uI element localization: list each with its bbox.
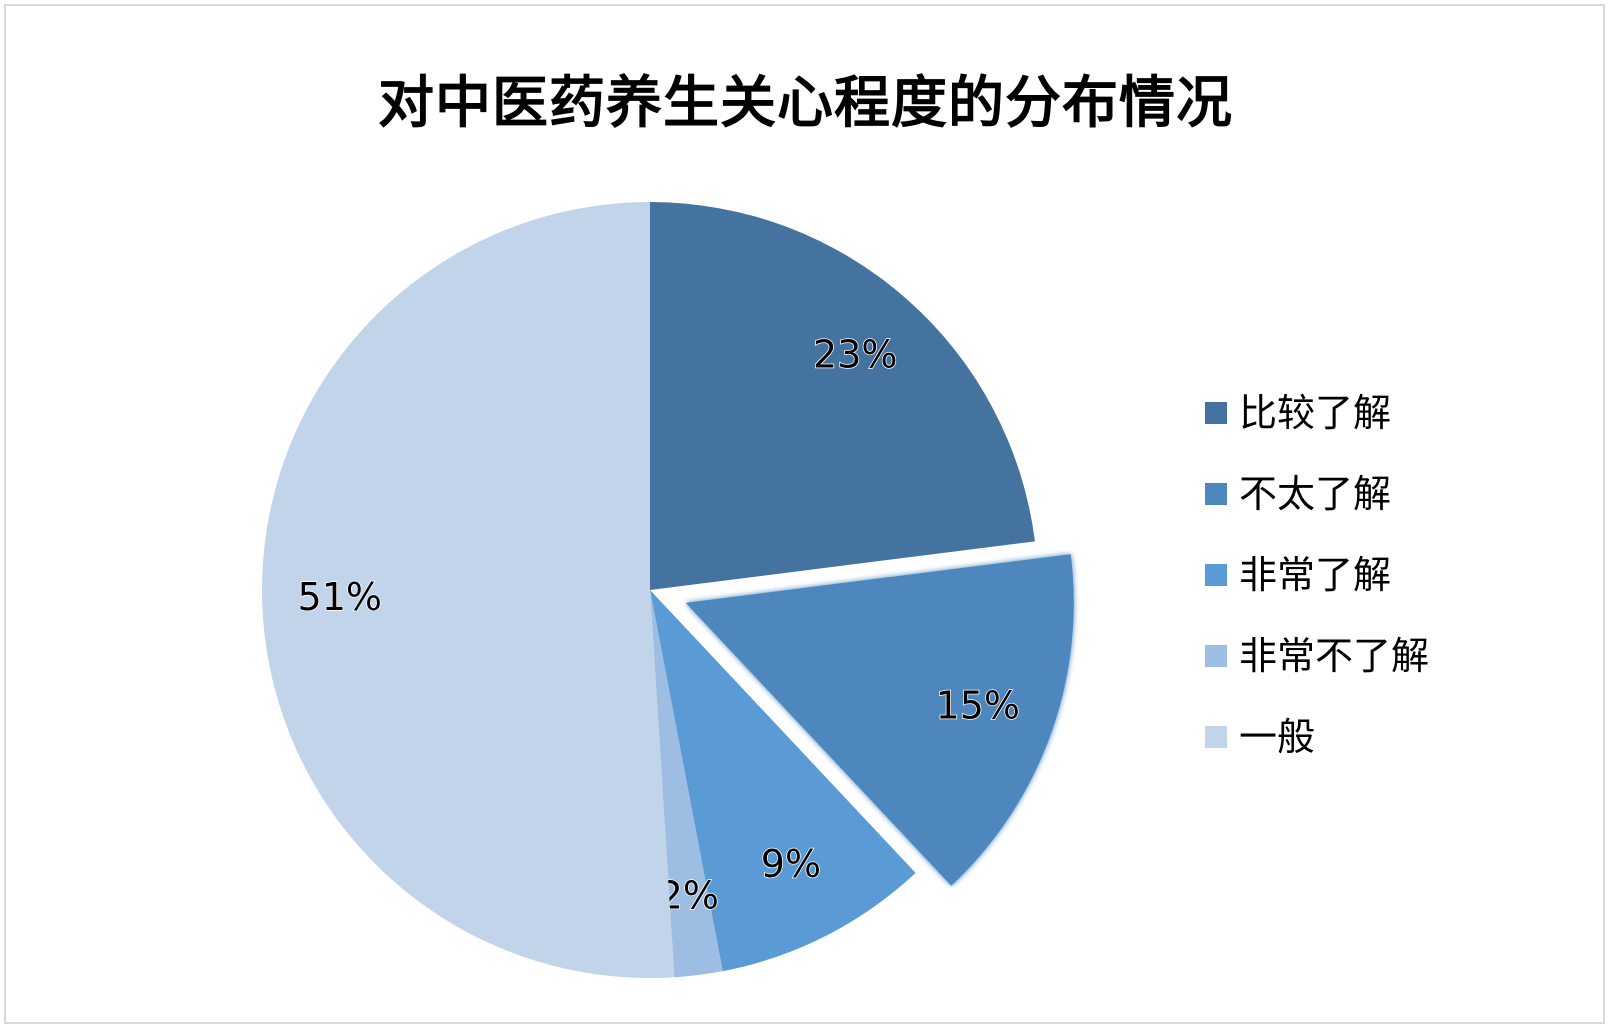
pie-slice — [650, 590, 916, 972]
legend-swatch — [1205, 401, 1227, 424]
legend-swatch — [1205, 482, 1227, 505]
legend-swatch — [1205, 644, 1227, 667]
pie-slice — [650, 590, 723, 978]
legend-label: 非常了解 — [1239, 552, 1392, 597]
legend-label: 不太了解 — [1239, 471, 1392, 516]
pie-slice — [261, 202, 675, 979]
legend-item: 比较了解 — [1205, 372, 1429, 453]
data-label: 51% — [298, 575, 382, 619]
legend-item: 一般 — [1205, 696, 1429, 777]
data-label: 9% — [761, 842, 821, 886]
legend-item: 非常了解 — [1205, 534, 1429, 615]
chart-title: 对中医药养生关心程度的分布情况 — [378, 71, 1233, 136]
legend-item: 非常不了解 — [1205, 615, 1429, 696]
legend-swatch — [1205, 563, 1227, 586]
data-label: 23% — [813, 333, 897, 377]
legend-item: 不太了解 — [1205, 453, 1429, 534]
pie-slice — [650, 202, 1035, 590]
legend-label: 一般 — [1239, 714, 1316, 759]
chart-legend: 比较了解不太了解非常了解非常不了解一般 — [1205, 372, 1429, 777]
legend-label: 非常不了解 — [1239, 633, 1430, 678]
legend-swatch — [1205, 725, 1227, 748]
pie-slice — [685, 554, 1074, 886]
data-label: 15% — [936, 684, 1020, 728]
legend-label: 比较了解 — [1239, 390, 1392, 435]
